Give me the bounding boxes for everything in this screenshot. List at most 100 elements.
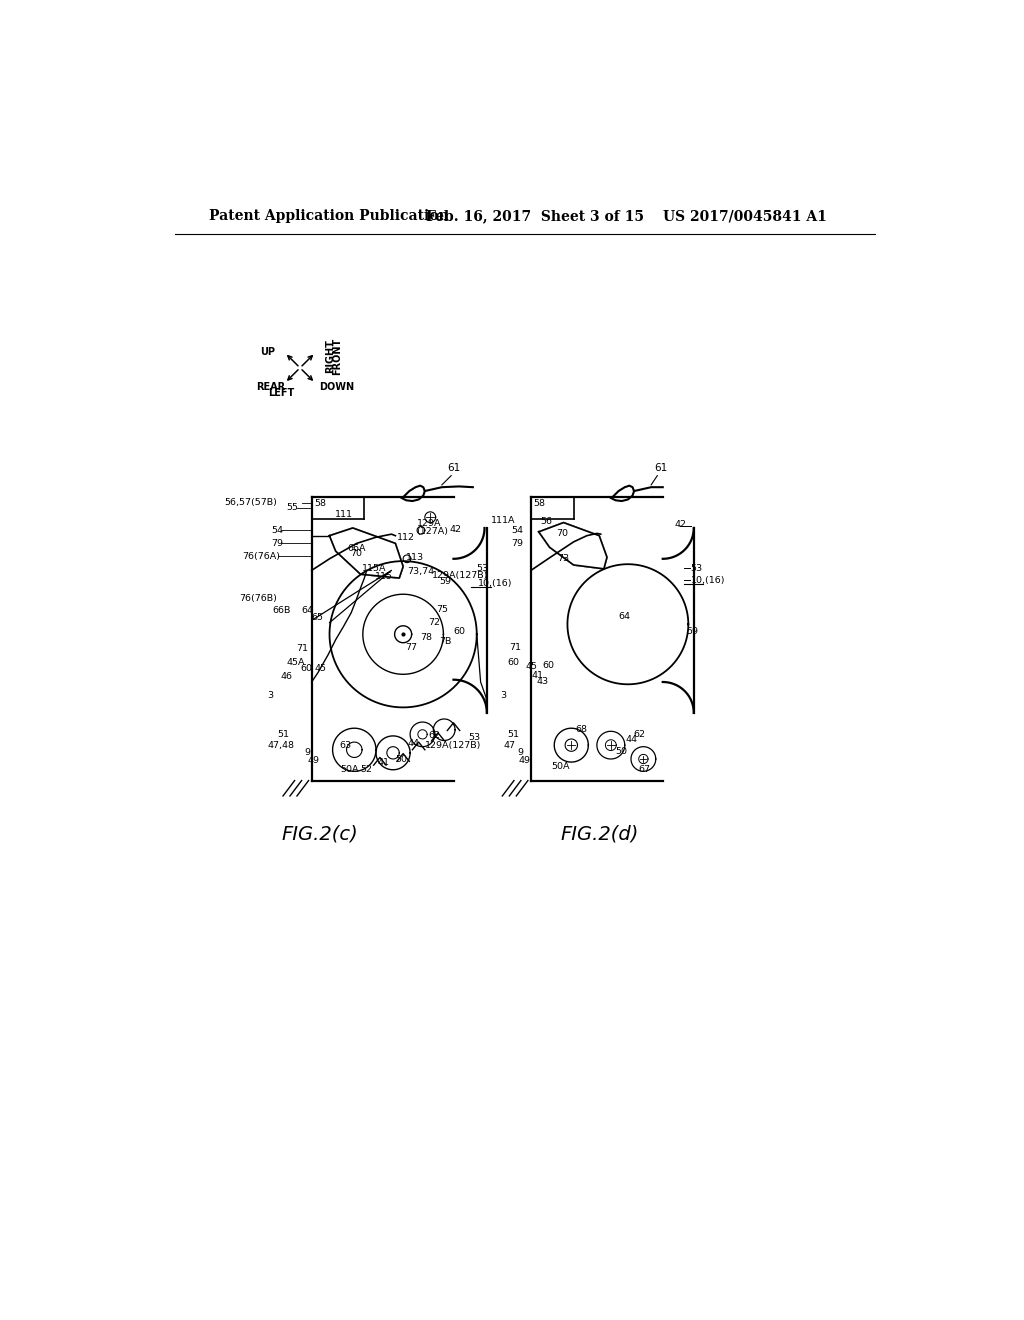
Text: (127A): (127A) bbox=[416, 528, 447, 536]
Text: 7B: 7B bbox=[439, 638, 452, 647]
Text: US 2017/0045841 A1: US 2017/0045841 A1 bbox=[663, 209, 826, 223]
Text: 62: 62 bbox=[634, 730, 645, 739]
Text: 50A: 50A bbox=[340, 764, 358, 774]
Text: 53: 53 bbox=[468, 733, 480, 742]
Text: 44: 44 bbox=[408, 739, 419, 748]
Polygon shape bbox=[330, 528, 403, 578]
Text: RIGHT: RIGHT bbox=[325, 339, 335, 374]
Text: 78: 78 bbox=[421, 632, 432, 642]
Text: 63: 63 bbox=[339, 741, 351, 750]
Text: 115A: 115A bbox=[362, 565, 387, 573]
Text: 76(76B): 76(76B) bbox=[240, 594, 278, 603]
Text: 50A: 50A bbox=[551, 762, 569, 771]
Text: 41: 41 bbox=[378, 759, 390, 767]
Text: 59: 59 bbox=[439, 577, 452, 586]
Text: 10,(16): 10,(16) bbox=[690, 576, 725, 585]
Text: 67: 67 bbox=[638, 764, 650, 774]
Polygon shape bbox=[410, 722, 435, 747]
Text: UP: UP bbox=[260, 347, 275, 356]
Text: 42: 42 bbox=[450, 525, 461, 535]
Text: 56: 56 bbox=[541, 517, 553, 527]
Text: 9: 9 bbox=[305, 747, 311, 756]
Text: 9: 9 bbox=[517, 748, 523, 758]
Text: 60: 60 bbox=[300, 664, 312, 673]
Polygon shape bbox=[333, 729, 376, 771]
Polygon shape bbox=[567, 564, 688, 684]
Text: 64: 64 bbox=[302, 606, 313, 615]
Text: FIG.2(c): FIG.2(c) bbox=[282, 825, 358, 843]
Text: 59: 59 bbox=[686, 627, 698, 636]
Text: 56,57(57B): 56,57(57B) bbox=[224, 498, 276, 507]
Text: 42: 42 bbox=[675, 520, 686, 528]
Text: 53: 53 bbox=[477, 564, 488, 573]
Polygon shape bbox=[376, 737, 410, 770]
Text: 61: 61 bbox=[653, 462, 667, 473]
Text: 49: 49 bbox=[519, 756, 530, 766]
Text: 71: 71 bbox=[296, 644, 308, 653]
Text: 50: 50 bbox=[614, 747, 627, 756]
Text: 115: 115 bbox=[375, 572, 393, 581]
Text: 79: 79 bbox=[511, 539, 523, 548]
Text: 71: 71 bbox=[510, 643, 521, 652]
Text: 60: 60 bbox=[507, 659, 519, 667]
Text: 76(76A): 76(76A) bbox=[242, 552, 280, 561]
Text: 3: 3 bbox=[267, 692, 273, 701]
Text: REAR: REAR bbox=[256, 381, 286, 392]
Text: LEFT: LEFT bbox=[267, 388, 294, 397]
Text: 45: 45 bbox=[525, 663, 537, 671]
Text: 129A: 129A bbox=[417, 519, 441, 528]
Text: 73: 73 bbox=[557, 554, 569, 564]
Text: 50: 50 bbox=[395, 755, 407, 763]
Text: 64: 64 bbox=[618, 612, 630, 620]
Text: 112: 112 bbox=[396, 533, 415, 541]
Text: DOWN: DOWN bbox=[319, 381, 354, 392]
Text: 46: 46 bbox=[281, 672, 292, 681]
Text: 55: 55 bbox=[287, 503, 299, 512]
Polygon shape bbox=[433, 719, 455, 741]
Text: 65: 65 bbox=[312, 612, 324, 622]
Text: 44: 44 bbox=[626, 735, 638, 744]
Text: 66A: 66A bbox=[347, 544, 366, 553]
Text: 47: 47 bbox=[504, 742, 515, 750]
Text: 41: 41 bbox=[531, 672, 543, 680]
Text: 58: 58 bbox=[534, 499, 546, 508]
Text: 53: 53 bbox=[690, 564, 702, 573]
Text: 75: 75 bbox=[436, 605, 447, 614]
Text: 70: 70 bbox=[556, 529, 568, 537]
Text: 129A(127B): 129A(127B) bbox=[431, 572, 487, 581]
Text: 66B: 66B bbox=[272, 606, 291, 615]
Text: 77: 77 bbox=[404, 643, 417, 652]
Text: 72: 72 bbox=[428, 618, 440, 627]
Text: 79: 79 bbox=[271, 539, 283, 548]
Text: 10,(16): 10,(16) bbox=[478, 579, 513, 587]
Text: 47,48: 47,48 bbox=[267, 742, 295, 750]
Text: 52: 52 bbox=[360, 764, 373, 774]
Text: 113: 113 bbox=[406, 553, 424, 562]
Text: 54: 54 bbox=[271, 525, 283, 535]
Text: 49: 49 bbox=[308, 756, 319, 766]
Text: 70: 70 bbox=[350, 549, 361, 558]
Polygon shape bbox=[631, 747, 655, 771]
Text: 73,74: 73,74 bbox=[408, 566, 434, 576]
Text: 45: 45 bbox=[314, 664, 327, 673]
Text: 45A: 45A bbox=[286, 659, 305, 667]
Text: 54: 54 bbox=[511, 525, 523, 535]
Polygon shape bbox=[597, 731, 625, 759]
Text: 62: 62 bbox=[428, 731, 440, 741]
Text: 61: 61 bbox=[446, 462, 460, 473]
Text: Patent Application Publication: Patent Application Publication bbox=[209, 209, 449, 223]
Text: 60: 60 bbox=[454, 627, 466, 636]
Text: FIG.2(d): FIG.2(d) bbox=[560, 825, 638, 843]
Text: 3: 3 bbox=[500, 692, 506, 701]
Text: Feb. 16, 2017  Sheet 3 of 15: Feb. 16, 2017 Sheet 3 of 15 bbox=[426, 209, 644, 223]
Polygon shape bbox=[554, 729, 589, 762]
Text: 60: 60 bbox=[542, 660, 554, 669]
Text: 58: 58 bbox=[314, 499, 326, 508]
Text: 51: 51 bbox=[507, 730, 519, 739]
Text: 111: 111 bbox=[335, 510, 352, 519]
Text: FRONT: FRONT bbox=[333, 338, 342, 375]
Polygon shape bbox=[539, 523, 607, 569]
Text: 51: 51 bbox=[278, 730, 289, 739]
Text: 68: 68 bbox=[575, 725, 588, 734]
Text: 43: 43 bbox=[537, 677, 549, 686]
